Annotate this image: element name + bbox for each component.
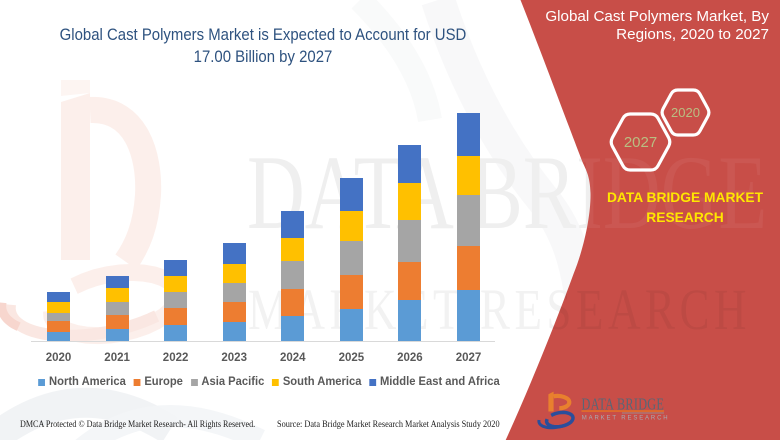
svg-text:MARKET RESEARCH: MARKET RESEARCH xyxy=(582,415,670,421)
svg-text:2027: 2027 xyxy=(624,134,657,151)
svg-text:2020: 2020 xyxy=(671,105,700,120)
svg-text:DATA BRIDGE: DATA BRIDGE xyxy=(582,396,665,414)
